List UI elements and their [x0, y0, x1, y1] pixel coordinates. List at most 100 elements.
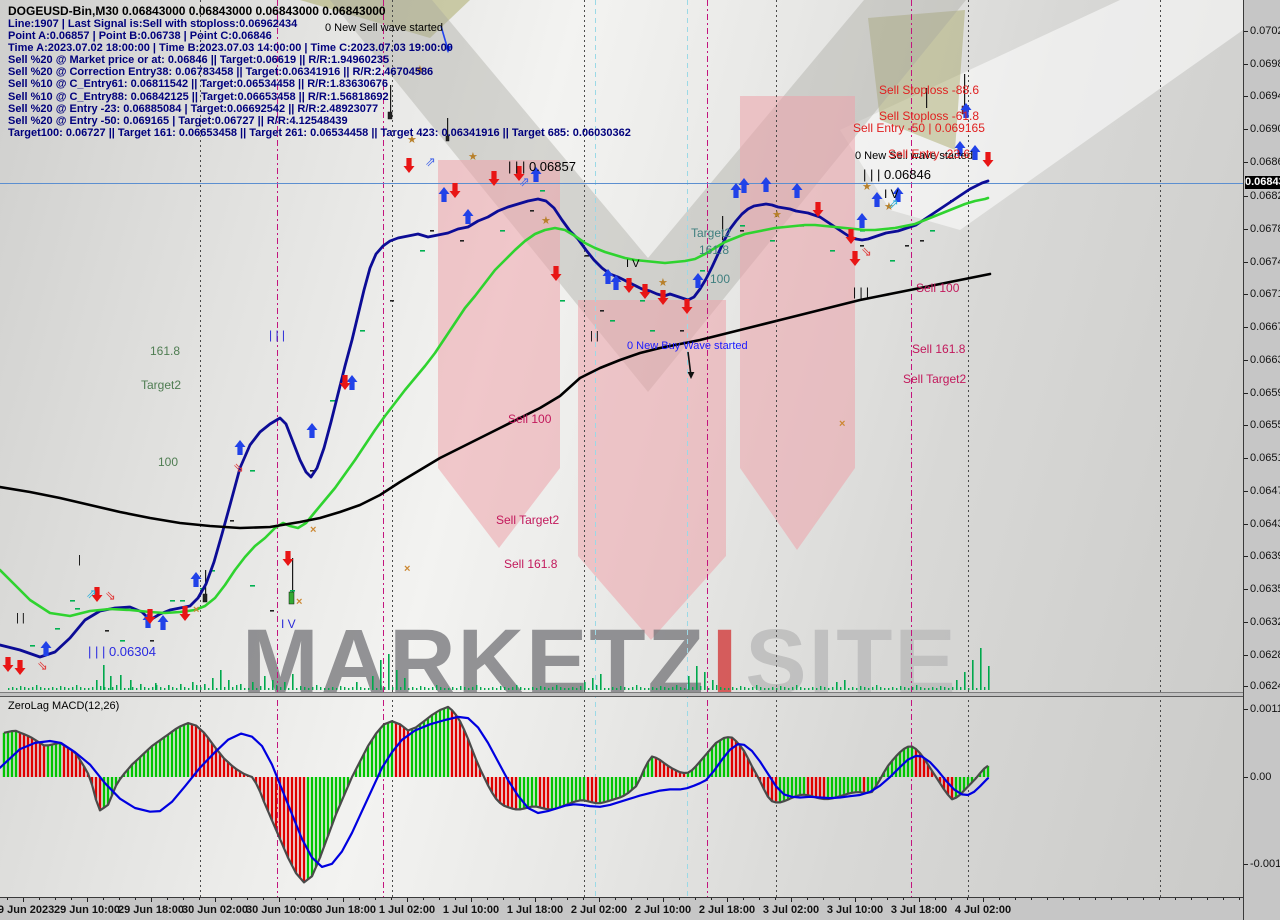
axis-tick [199, 898, 200, 900]
volume-bar [488, 688, 490, 690]
volume-bar [192, 682, 194, 690]
volume-bar [220, 670, 222, 690]
volume-bar [556, 685, 558, 690]
volume-bar [324, 688, 326, 690]
axis-tick [727, 898, 728, 902]
volume-bar [680, 687, 682, 690]
volume-bar [184, 687, 186, 690]
sell-arrow-icon [623, 278, 635, 293]
price-tick-mark [210, 570, 215, 572]
chart-plot-area[interactable]: MARKETZISITE ★ ★ ★ ★ ★ ★ ★ ★ × × × × × ⇗ ⇘ ⇗ ⇗ ⇘ ⇗ ⇘ ⇘ 0 New… [0, 0, 1243, 897]
volume-bar [228, 680, 230, 690]
axis-tick [759, 898, 760, 900]
axis-tick [615, 898, 616, 900]
hollow-arrow-icon: ⇘ [105, 588, 116, 603]
x-mark-icon: × [296, 596, 302, 608]
price-axis-label: 0.06437 [1250, 518, 1280, 530]
volume-bar [856, 688, 858, 690]
volume-bar [60, 686, 62, 690]
volume-bar [384, 687, 386, 690]
volume-bar [16, 688, 18, 690]
volume-bar [876, 685, 878, 690]
volume-bar [244, 688, 246, 690]
axis-tick [871, 898, 872, 900]
sell-arrow-icon [849, 251, 861, 266]
volume-bar [128, 688, 130, 690]
volume-bar [336, 688, 338, 690]
price-tick-mark [180, 600, 185, 602]
volume-bar [28, 688, 30, 690]
volume-bar [824, 687, 826, 690]
price-axis-label: 0.06281 [1250, 649, 1280, 661]
volume-bar [944, 687, 946, 690]
volume-bar [980, 648, 982, 690]
price-axis-label: 0.06905 [1250, 123, 1280, 135]
volume-bar [708, 688, 710, 690]
buy-arrow-icon [190, 572, 202, 587]
axis-tick [279, 898, 280, 902]
volume-bar [8, 688, 10, 690]
volume-bar [500, 686, 502, 690]
price-tick-mark [610, 320, 615, 322]
volume-bar [932, 687, 934, 690]
volume-bar [724, 688, 726, 690]
buy-arrow-icon [306, 423, 318, 438]
price-axis[interactable]: 0.07023 0.06984 0.06945 0.06905 0.06866 0.068… [1243, 0, 1280, 920]
time-axis-label: 1 Jul 02:00 [378, 904, 436, 916]
macd-signal-line [0, 715, 990, 868]
price-tick-mark [585, 255, 589, 257]
volume-bar [540, 686, 542, 690]
volume-bar [52, 687, 54, 690]
volume-bar [32, 687, 34, 690]
axis-tick [839, 898, 840, 900]
volume-bar [200, 687, 202, 690]
volume-bar [212, 678, 214, 690]
hollow-arrow-icon: ⇘ [861, 244, 872, 259]
panel-splitter[interactable] [0, 692, 1243, 697]
axis-tick [887, 898, 888, 900]
time-axis-label: 1 Jul 18:00 [506, 904, 564, 916]
buy-arrow-icon [954, 141, 966, 156]
volume-bar [264, 676, 266, 690]
volume-bar [716, 685, 718, 690]
volume-bar [68, 688, 70, 690]
axis-tick [951, 898, 952, 900]
axis-tick [967, 898, 968, 900]
volume-bar [740, 686, 742, 690]
price-tick-mark [600, 310, 604, 312]
price-axis-label: 0.07023 [1250, 25, 1280, 37]
volume-bar [900, 686, 902, 690]
sell-arrow-icon [550, 266, 562, 281]
buy-arrow-icon [730, 183, 742, 198]
candle-body [202, 593, 208, 603]
volume-bar [468, 688, 470, 690]
buy-arrow-icon [530, 167, 542, 182]
volume-bar [988, 666, 990, 690]
price-tick-mark [360, 330, 365, 332]
volume-bar [216, 688, 218, 690]
volume-bar [936, 688, 938, 690]
volume-bar [448, 688, 450, 690]
axis-tick [7, 898, 8, 900]
volume-bar [880, 687, 882, 690]
watermark-olive-left [300, 0, 470, 38]
macd-indicator-canvas[interactable] [0, 697, 1243, 897]
price-axis-label: 0.06242 [1250, 680, 1280, 692]
volume-bar [544, 687, 546, 690]
volume-bar [368, 688, 370, 690]
axis-tick [631, 898, 632, 900]
price-tick-mark [70, 600, 75, 602]
volume-bar [496, 688, 498, 690]
price-tick-mark [170, 600, 175, 602]
buy-arrow-icon [892, 187, 904, 202]
hollow-arrow-icon: ⇘ [233, 460, 244, 475]
volume-bar [476, 685, 478, 690]
price-axis-label: 0.06633 [1250, 354, 1280, 366]
volume-bar [732, 687, 734, 690]
price-chart-canvas[interactable]: ★ ★ ★ ★ ★ ★ ★ ★ × × × × × ⇗ ⇘ ⇗ ⇗ ⇘ ⇗ ⇘ ⇘ [0, 0, 1243, 692]
volume-bar [648, 688, 650, 690]
price-tick-mark [55, 628, 60, 630]
sell-arrow-icon [282, 551, 294, 566]
volume-bar [872, 687, 874, 690]
